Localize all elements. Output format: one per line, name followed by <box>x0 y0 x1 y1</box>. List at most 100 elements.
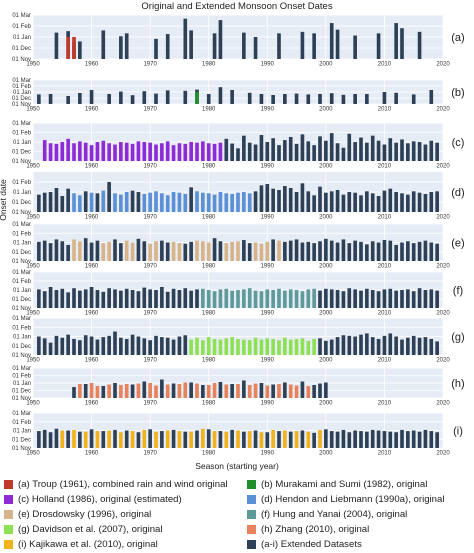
bar-extended <box>376 196 381 212</box>
bar-extended <box>101 431 106 448</box>
bar-extended <box>101 291 106 308</box>
bar-original <box>206 242 211 261</box>
y-tick-label: 01 Mar <box>12 411 31 417</box>
x-tick-label: 1970 <box>143 164 157 170</box>
bar-extended <box>388 188 393 212</box>
bar-extended <box>83 384 88 398</box>
legend-swatch-davidson <box>4 525 13 534</box>
legend-label-murakami: (b) Murakami and Sumi (1982), original <box>261 479 428 490</box>
bar-original <box>247 385 252 398</box>
bar-extended <box>66 292 70 308</box>
bar-original <box>89 145 94 161</box>
legend-item-extended: (a-i) Extended Datasets <box>247 538 362 551</box>
bar-extended <box>294 93 299 104</box>
bar-extended <box>335 290 340 308</box>
bar-extended <box>335 190 340 212</box>
bar-extended <box>66 430 70 448</box>
bar-extended <box>353 289 357 308</box>
bar-extended <box>183 431 188 448</box>
bar-extended <box>253 144 258 161</box>
x-tick-label: 2010 <box>378 358 392 364</box>
bar-extended <box>283 186 287 212</box>
chart-title: Original and Extended Monsoon Onset Date… <box>141 1 332 12</box>
bar-original <box>283 430 287 448</box>
bar-extended <box>247 92 252 104</box>
bar-original <box>288 289 293 308</box>
bar-extended <box>370 193 375 212</box>
legend-item-troup: (a) Troup (1961), combined rain and wind… <box>4 478 228 491</box>
legend-item-kajikawa: (i) Kajikawa et al. (2010), original <box>4 538 158 551</box>
bar-original <box>259 432 264 448</box>
bar-extended <box>165 291 170 308</box>
bar-original <box>124 192 129 212</box>
bar-extended <box>353 336 357 355</box>
bar-extended <box>365 142 369 161</box>
bar-extended <box>54 428 59 448</box>
x-tick-label: 1960 <box>85 264 99 270</box>
bar-extended <box>429 431 434 448</box>
bar-original <box>201 141 205 161</box>
bar-extended <box>247 142 252 161</box>
panel-label: (e) <box>451 238 464 250</box>
bar-extended <box>54 32 59 59</box>
bar-extended <box>130 190 135 212</box>
bar-original <box>195 383 199 398</box>
bar-extended <box>95 193 100 212</box>
panel-c: 01 Nov 01 Dec 01 Jan 01 Feb 01 Mar 1950 1960 19… <box>12 121 464 170</box>
bar-extended <box>335 431 340 448</box>
bar-extended <box>60 196 65 212</box>
bar-original <box>177 143 182 161</box>
bar-extended <box>423 290 428 308</box>
bar-extended <box>171 429 176 448</box>
bar-extended <box>394 192 398 212</box>
legend-label-hendon: (d) Hendon and Liebmann (1990a), origina… <box>261 494 445 505</box>
bar-extended <box>318 290 322 308</box>
bar-extended <box>300 31 305 59</box>
bar-original <box>154 191 158 212</box>
x-tick-label: 1960 <box>85 451 99 457</box>
bar-extended <box>400 193 404 212</box>
bar-original <box>72 193 76 212</box>
bar-original <box>165 141 170 161</box>
x-tick-label: 1980 <box>202 401 216 407</box>
bar-extended <box>335 29 340 59</box>
bar-extended <box>283 140 287 161</box>
bar-extended <box>341 194 346 212</box>
bar-extended <box>119 91 123 104</box>
y-tick-label: 01 Dec <box>12 297 31 303</box>
x-tick-label: 2000 <box>319 164 333 170</box>
bar-extended <box>400 242 404 261</box>
bar-original <box>277 240 281 261</box>
x-tick-label: 2010 <box>378 311 392 317</box>
bar-extended <box>329 289 334 308</box>
bar-extended <box>259 383 264 398</box>
bar-original <box>300 291 305 308</box>
bar-extended <box>394 142 398 161</box>
y-tick-label: 01 Nov <box>12 396 31 402</box>
x-tick-label: 2010 <box>378 264 392 270</box>
bar-original <box>72 239 76 261</box>
legend-swatch-holland <box>4 495 13 504</box>
bar-extended <box>417 288 422 308</box>
x-tick-label: 2010 <box>378 62 392 68</box>
y-tick-label: 01 Nov <box>12 353 31 359</box>
bar-extended <box>95 290 100 308</box>
bar-extended <box>142 241 147 261</box>
bar-original <box>124 142 129 161</box>
bar-extended <box>136 336 141 355</box>
bar-original <box>171 241 176 261</box>
bar-extended <box>66 96 70 104</box>
bar-extended <box>154 335 158 355</box>
bar-extended <box>417 192 422 212</box>
bar-original <box>283 290 287 308</box>
y-tick-label: 01 Mar <box>12 78 31 84</box>
y-tick-label: 01 Dec <box>12 150 31 156</box>
bar-extended <box>365 244 369 261</box>
bar-extended <box>101 386 106 398</box>
bar-extended <box>154 290 158 308</box>
bar-original <box>294 385 299 398</box>
bar-extended <box>253 430 258 448</box>
x-tick-label: 1990 <box>261 358 275 364</box>
bar-extended <box>48 287 53 308</box>
bar-extended <box>382 240 387 261</box>
